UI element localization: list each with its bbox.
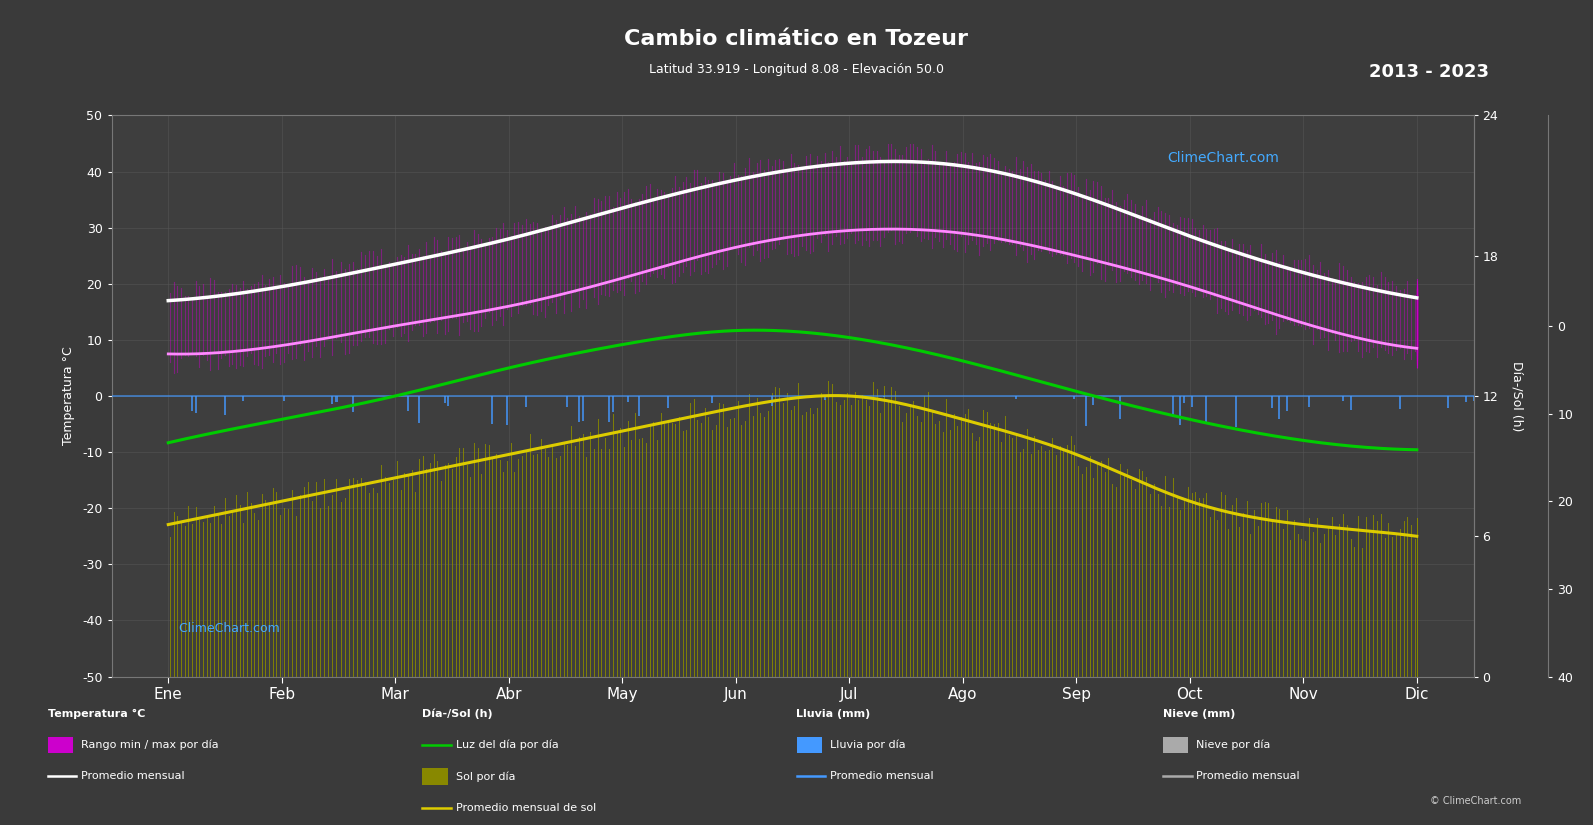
Text: Lluvia por día: Lluvia por día: [830, 740, 905, 750]
Bar: [637, 396, 640, 416]
Bar: [1472, 396, 1475, 402]
Y-axis label: Temperatura °C: Temperatura °C: [62, 346, 75, 446]
Text: Lluvia (mm): Lluvia (mm): [796, 709, 871, 719]
Text: Cambio climático en Tozeur: Cambio climático en Tozeur: [624, 29, 969, 49]
Bar: [1341, 396, 1344, 401]
Bar: [507, 396, 508, 425]
Text: ClimeChart.com: ClimeChart.com: [1168, 151, 1279, 165]
Bar: [710, 396, 714, 403]
Bar: [448, 396, 449, 406]
Bar: [1179, 396, 1182, 425]
Bar: [336, 396, 338, 402]
Bar: [1235, 396, 1236, 427]
Bar: [578, 396, 580, 422]
Bar: [1074, 396, 1075, 399]
Bar: [491, 396, 494, 424]
Text: Promedio mensual de sol: Promedio mensual de sol: [456, 803, 596, 813]
Bar: [225, 396, 226, 415]
Bar: [771, 396, 773, 406]
Bar: [1085, 396, 1086, 427]
Bar: [352, 396, 354, 412]
Text: Nieve (mm): Nieve (mm): [1163, 709, 1235, 719]
Bar: [284, 396, 285, 402]
Bar: [331, 396, 333, 404]
Bar: [191, 396, 193, 411]
Bar: [824, 396, 825, 400]
Text: Rango min / max por día: Rango min / max por día: [81, 740, 218, 750]
Text: © ClimeChart.com: © ClimeChart.com: [1431, 796, 1521, 806]
Bar: [567, 396, 569, 407]
Bar: [444, 396, 446, 403]
Bar: [1349, 396, 1351, 410]
Bar: [1279, 396, 1281, 419]
Text: Temperatura °C: Temperatura °C: [48, 709, 145, 719]
Bar: [194, 396, 198, 412]
Bar: [1190, 396, 1193, 407]
Bar: [417, 396, 421, 423]
Text: Día-/Sol (h): Día-/Sol (h): [422, 709, 492, 719]
Bar: [626, 396, 629, 402]
Text: Sol por día: Sol por día: [456, 771, 515, 781]
Bar: [883, 396, 886, 397]
Bar: [1446, 396, 1450, 408]
Bar: [609, 396, 610, 422]
Text: Promedio mensual: Promedio mensual: [1196, 771, 1300, 781]
Bar: [667, 396, 669, 408]
Bar: [1184, 396, 1185, 403]
Bar: [242, 396, 244, 401]
Text: 2013 - 2023: 2013 - 2023: [1370, 63, 1489, 81]
Bar: [1466, 396, 1467, 402]
Bar: [1271, 396, 1273, 408]
Bar: [1399, 396, 1400, 409]
Bar: [1015, 396, 1016, 399]
Bar: [1118, 396, 1121, 419]
Bar: [1206, 396, 1207, 422]
Text: Promedio mensual: Promedio mensual: [830, 771, 933, 781]
Text: ClimeChart.com: ClimeChart.com: [170, 621, 279, 634]
Text: Nieve por día: Nieve por día: [1196, 740, 1271, 750]
Bar: [1494, 396, 1496, 407]
Bar: [1093, 396, 1094, 405]
Bar: [408, 396, 409, 411]
Bar: [612, 396, 613, 412]
Bar: [524, 396, 527, 407]
Bar: [1308, 396, 1309, 407]
Bar: [1172, 396, 1174, 417]
Bar: [1286, 396, 1287, 411]
Y-axis label: Día-/Sol (h): Día-/Sol (h): [1510, 361, 1523, 431]
Text: Latitud 33.919 - Longitud 8.08 - Elevación 50.0: Latitud 33.919 - Longitud 8.08 - Elevaci…: [648, 63, 945, 76]
Text: Promedio mensual: Promedio mensual: [81, 771, 185, 781]
Bar: [581, 396, 583, 422]
Text: Luz del día por día: Luz del día por día: [456, 740, 559, 750]
